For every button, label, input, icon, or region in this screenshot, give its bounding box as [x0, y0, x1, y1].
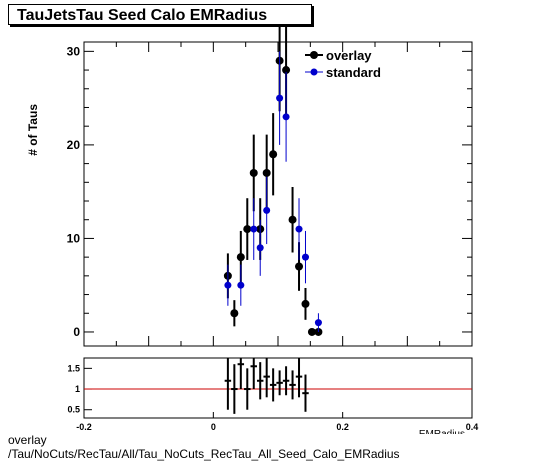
legend-standard-marker	[310, 68, 318, 76]
main-axis-ticks: 0 10 20 30	[67, 42, 473, 346]
main-y-tick-label: 0	[73, 325, 80, 339]
overlay-point	[269, 150, 278, 159]
legend-overlay-marker	[310, 51, 318, 59]
ratio-x-tick-label: 0.2	[336, 422, 349, 432]
standard-point	[314, 319, 322, 327]
ratio-x-tick-label: 0	[211, 422, 216, 432]
overlay-point	[230, 309, 239, 318]
y-axis-label: # of Taus	[26, 104, 40, 156]
overlay-point	[282, 66, 291, 75]
legend-overlay-label: overlay	[326, 48, 372, 63]
standard-point	[237, 281, 245, 289]
caption-line-1: overlay	[8, 433, 47, 447]
overlay-point	[295, 262, 304, 271]
legend-standard-label: standard	[326, 65, 381, 80]
caption-line-2: /Tau/NoCuts/RecTau/All/Tau_NoCuts_RecTau…	[8, 447, 400, 461]
standard-point	[256, 244, 264, 252]
chart-title: TauJetsTau Seed Calo EMRadius	[8, 4, 312, 25]
ratio-plot-frame	[83, 357, 473, 419]
ratio-y-tick-label: 0.5	[67, 405, 80, 415]
legend: overlay standard	[305, 48, 381, 80]
standard-point	[295, 225, 303, 233]
overlay-point	[236, 253, 245, 262]
caption: overlay /Tau/NoCuts/RecTau/All/Tau_NoCut…	[8, 433, 400, 461]
ratio-y-tick-label: 1	[75, 384, 80, 394]
overlay-point	[288, 215, 297, 224]
ratio-x-tick-label: -0.2	[76, 422, 92, 432]
standard-point	[250, 225, 258, 233]
main-y-tick-label: 10	[67, 231, 81, 245]
main-y-tick-label: 20	[67, 138, 81, 152]
overlay-point	[249, 168, 258, 177]
ratio-x-tick-label: 0.4	[466, 422, 479, 432]
standard-point	[263, 206, 271, 214]
ratio-axis-ticks: 0.5 1 1.5 -0.2 0 0.2 0.4	[67, 363, 478, 432]
standard-point	[224, 281, 232, 289]
ratio-data-marks	[224, 358, 309, 414]
ratio-y-tick-label: 1.5	[67, 363, 80, 373]
standard-point	[282, 113, 290, 121]
x-axis-label: EMRadius	[419, 429, 465, 440]
main-data-marks	[223, 10, 323, 336]
overlay-point	[243, 225, 252, 234]
main-y-tick-label: 30	[67, 44, 81, 58]
overlay-point	[262, 168, 271, 177]
main-plot-frame	[83, 41, 473, 347]
overlay-point	[307, 327, 316, 336]
standard-point	[276, 94, 284, 102]
overlay-point	[301, 299, 310, 308]
standard-point	[301, 253, 309, 261]
